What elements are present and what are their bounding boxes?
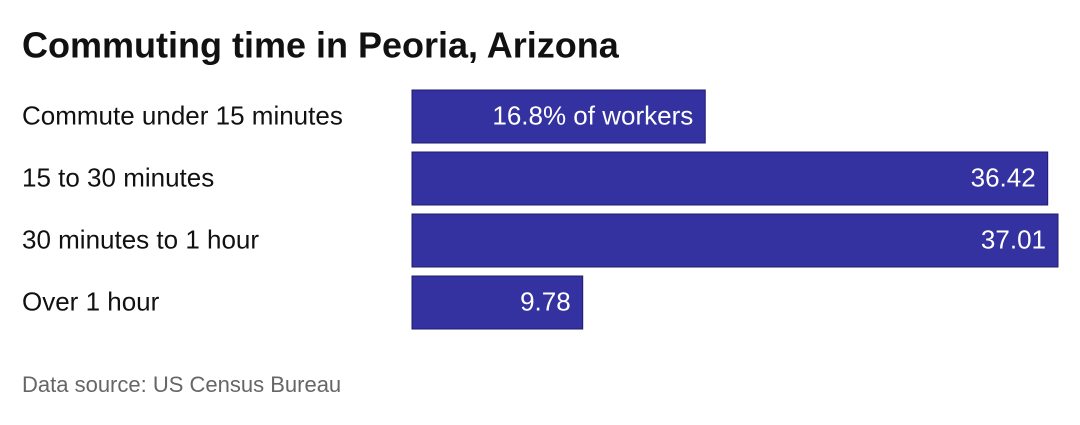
value-label: 9.78 (520, 286, 571, 316)
bar (411, 275, 584, 330)
source-note: Data source: US Census Bureau (22, 372, 341, 397)
bar (411, 89, 706, 144)
value-label: 36.42 (971, 162, 1036, 192)
chart-title: Commuting time in Peoria, Arizona (22, 25, 620, 66)
value-label: 37.01 (981, 224, 1046, 254)
bar (411, 151, 1049, 206)
category-label: 15 to 30 minutes (22, 162, 214, 192)
category-label: 30 minutes to 1 hour (22, 224, 259, 254)
bar (411, 213, 1059, 268)
category-label: Over 1 hour (22, 286, 160, 316)
value-label: 16.8% of workers (492, 100, 693, 130)
category-label: Commute under 15 minutes (22, 100, 343, 130)
